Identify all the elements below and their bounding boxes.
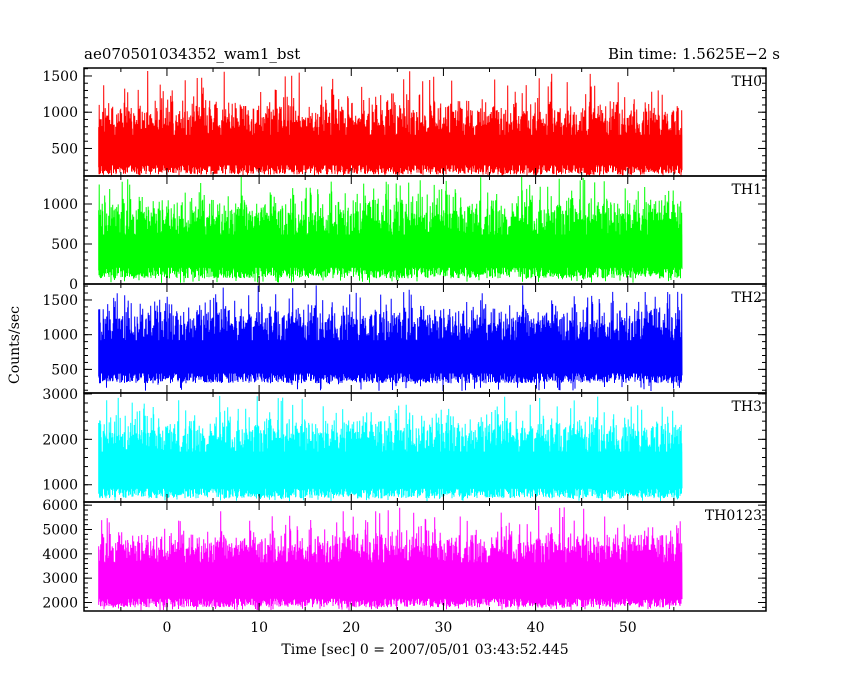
- x-tick-label: 20: [342, 620, 360, 636]
- y-tick-label: 1000: [42, 105, 78, 121]
- panel-frame: [83, 501, 767, 612]
- panel-th2: 500 1000 1500 TH2: [42, 283, 767, 394]
- panel-label-th1: TH1: [732, 182, 762, 198]
- panel-label-th0: TH0: [732, 74, 762, 90]
- panel-label-th0123: TH0123: [705, 508, 762, 524]
- y-tick-label: 500: [51, 237, 78, 253]
- y-tick-label: 1000: [42, 328, 78, 344]
- series-line-th0123: [98, 505, 683, 611]
- y-tick-label: 5000: [42, 522, 78, 538]
- panel-th1: 0 500 1000 TH1: [42, 175, 767, 293]
- panel-th0: 500 1000 1500 TH0: [42, 67, 767, 177]
- y-tick-label: 1000: [42, 478, 78, 494]
- y-tick-label: 1000: [42, 197, 78, 213]
- panel-label-th3: TH3: [732, 399, 762, 415]
- y-tick-label: 500: [51, 362, 78, 378]
- y-tick-label: 2000: [42, 595, 78, 611]
- y-tick-label: 0: [69, 277, 78, 293]
- x-axis-label: Time [sec] 0 = 2007/05/01 03:43:52.445: [281, 642, 568, 658]
- panel-th0123: 2000 3000 4000 5000 6000 TH0123: [42, 498, 767, 612]
- y-tick-label: 4000: [42, 547, 78, 563]
- y-tick-label: 3000: [42, 387, 78, 403]
- chart-title-right: Bin time: 1.5625E−2 s: [608, 45, 780, 63]
- x-tick-label: 30: [435, 620, 453, 636]
- series-line-th0: [98, 70, 683, 176]
- y-tick-label: 1500: [42, 69, 78, 85]
- y-tick-label: 500: [51, 141, 78, 157]
- x-tick-label: 50: [619, 620, 637, 636]
- series-line-th2: [98, 285, 683, 392]
- y-tick-label: 2000: [42, 432, 78, 448]
- series-line-th1: [98, 176, 683, 283]
- y-axis-label: Counts/sec: [7, 306, 23, 384]
- series-line-th3: [98, 395, 683, 502]
- y-tick-label: 1500: [42, 293, 78, 309]
- y-tick-label: 6000: [42, 498, 78, 514]
- y-tick-label: 3000: [42, 571, 78, 587]
- panel-th3: 1000 2000 3000 TH3: [42, 387, 767, 503]
- x-tick-label: 10: [250, 620, 268, 636]
- panel-label-th2: TH2: [732, 290, 762, 306]
- chart-title-left: ae070501034352_wam1_bst: [84, 45, 300, 63]
- x-tick-label: 40: [527, 620, 545, 636]
- x-tick-label: 0: [162, 620, 171, 636]
